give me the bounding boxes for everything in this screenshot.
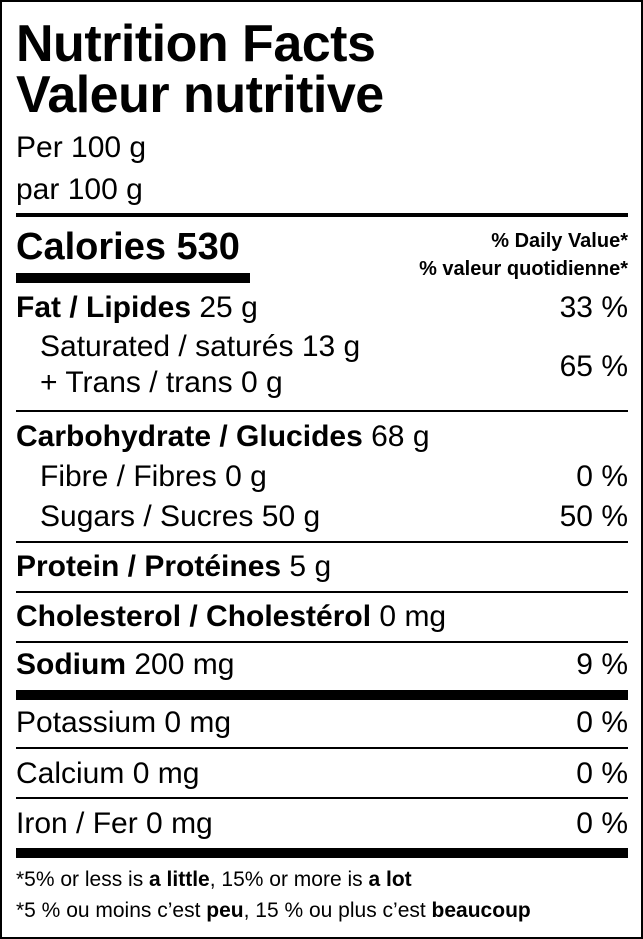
divider — [16, 410, 628, 412]
divider — [16, 641, 628, 643]
serving-fr: par 100 g — [16, 173, 143, 206]
calories: Calories 530 — [16, 228, 240, 266]
footnote-text: *5% or less is — [16, 868, 150, 891]
calcium-label: Calcium — [16, 757, 125, 790]
potassium-row: Potassium 0 mg — [16, 708, 231, 738]
calories-value: 530 — [176, 226, 240, 268]
calories-bar — [16, 273, 250, 283]
sugars-row: Sugars / Sucres 50 g — [40, 502, 320, 532]
fat-amount: 25 g — [199, 291, 258, 324]
trans-amount: 0 g — [240, 366, 283, 399]
title-fr: Valeur nutritive — [16, 66, 384, 124]
iron-amount: 0 mg — [146, 807, 213, 840]
protein-amount: 5 g — [289, 550, 332, 583]
iron-dv: 0 % — [576, 807, 628, 840]
saturated-label: Saturated / saturés — [40, 330, 294, 363]
sat-trans-dv: 65 % — [559, 350, 628, 383]
cholesterol-amount: 0 mg — [379, 600, 447, 633]
protein-label: Protein / Protéines — [16, 550, 282, 583]
calories-label: Calories — [16, 226, 166, 268]
footnote-text: , 15 % ou plus c’est — [243, 899, 432, 922]
cholesterol-label: Cholesterol / Cholestérol — [16, 600, 372, 633]
saturated-row: Saturated / saturés 13 g — [40, 332, 360, 362]
trans-row: + Trans / trans 0 g — [40, 368, 283, 398]
footnote-bold: a lot — [368, 868, 412, 891]
sodium-amount: 200 mg — [134, 648, 235, 681]
fat-row: Fat / Lipides 25 g — [16, 293, 258, 323]
sodium-label: Sodium — [16, 648, 126, 681]
sugars-amount: 50 g — [261, 500, 321, 533]
potassium-label: Potassium — [16, 706, 157, 739]
title-en: Nutrition Facts — [16, 15, 376, 73]
daily-value-header-en: % Daily Value* — [491, 230, 628, 252]
iron-label: Iron / Fer — [16, 807, 138, 840]
calcium-row: Calcium 0 mg — [16, 759, 199, 789]
carbohydrate-row: Carbohydrate / Glucides 68 g — [16, 422, 430, 452]
divider — [16, 591, 628, 593]
sugars-label: Sugars / Sucres — [40, 500, 254, 533]
calcium-amount: 0 mg — [132, 757, 200, 790]
fat-label: Fat / Lipides — [16, 291, 192, 324]
daily-value-header-fr: % valeur quotidienne* — [419, 258, 628, 280]
footnote-bold: beaucoup — [431, 899, 531, 922]
thick-divider — [16, 690, 628, 700]
iron-row: Iron / Fer 0 mg — [16, 809, 213, 839]
sodium-dv: 9 % — [576, 648, 628, 681]
protein-row: Protein / Protéines 5 g — [16, 552, 331, 582]
cholesterol-row: Cholesterol / Cholestérol 0 mg — [16, 602, 446, 632]
footnote-en: *5% or less is a little, 15% or more is … — [16, 869, 412, 890]
carbohydrate-amount: 68 g — [371, 420, 430, 453]
footnote-text: *5 % ou moins c’est — [16, 899, 207, 922]
fat-dv: 33 % — [559, 291, 628, 324]
trans-label: + Trans / trans — [40, 366, 233, 399]
fibre-label: Fibre / Fibres — [40, 460, 217, 493]
carbohydrate-label: Carbohydrate / Glucides — [16, 420, 363, 453]
divider — [16, 797, 628, 799]
fibre-dv: 0 % — [576, 460, 628, 493]
potassium-amount: 0 mg — [164, 706, 232, 739]
divider — [16, 747, 628, 749]
saturated-amount: 13 g — [301, 330, 361, 363]
divider — [16, 213, 628, 217]
serving-en: Per 100 g — [16, 131, 147, 164]
calcium-dv: 0 % — [576, 757, 628, 790]
divider — [16, 541, 628, 543]
footnote-bold: peu — [206, 899, 244, 922]
thick-divider — [16, 848, 628, 858]
sugars-dv: 50 % — [559, 500, 628, 533]
footnote-bold: a little — [149, 868, 210, 891]
footnote-fr: *5 % ou moins c’est peu, 15 % ou plus c’… — [16, 900, 531, 921]
footnote-text: , 15% or more is — [209, 868, 369, 891]
potassium-dv: 0 % — [576, 706, 628, 739]
fibre-amount: 0 g — [225, 460, 267, 493]
fibre-row: Fibre / Fibres 0 g — [40, 462, 267, 492]
sodium-row: Sodium 200 mg — [16, 650, 234, 680]
